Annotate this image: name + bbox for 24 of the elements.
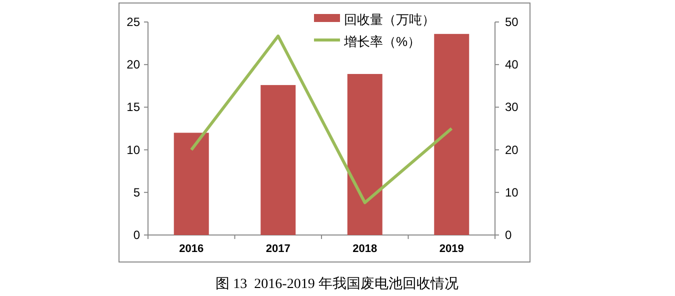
- y2-tick-label: 0: [505, 228, 512, 242]
- y2-tick-label: 40: [505, 58, 519, 72]
- y2-tick-label: 30: [505, 100, 519, 114]
- x-tick-label: 2017: [266, 243, 290, 255]
- y-tick-label: 20: [126, 58, 140, 72]
- x-tick-label: 2018: [352, 243, 378, 255]
- y2-tick-label: 50: [505, 15, 519, 29]
- y-tick-label: 10: [126, 142, 140, 157]
- line-series: [190, 34, 454, 204]
- text: 图 13 2016-2019 年我国废电池回收情况: [216, 276, 458, 292]
- bar: [174, 132, 209, 235]
- y2-tick-label: 10: [505, 185, 519, 200]
- x-tick-label: 2019: [439, 243, 464, 255]
- bar: [347, 74, 382, 235]
- y2-tick-label: 20: [505, 142, 519, 157]
- bar: [260, 85, 296, 235]
- y-tick-label: 15: [126, 100, 140, 114]
- legend-label: 回收量（万吨）: [344, 12, 435, 27]
- y-tick-label: 25: [126, 15, 140, 29]
- legend-label: 增长率（%）: [343, 34, 421, 49]
- bar: [434, 34, 470, 235]
- y-tick-label: 5: [133, 185, 140, 200]
- y-tick-label: 0: [133, 228, 140, 242]
- x-tick-label: 2016: [179, 243, 204, 255]
